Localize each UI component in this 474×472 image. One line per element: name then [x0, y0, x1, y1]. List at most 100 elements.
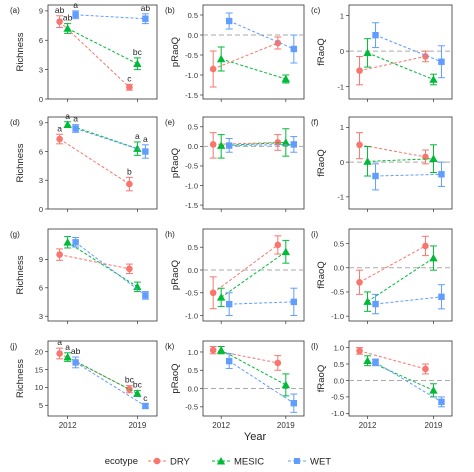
series-dry: ab	[56, 123, 133, 192]
significance-letter: bc	[125, 375, 135, 385]
significance-letter: a	[143, 134, 148, 144]
y-axis-label: pRaoQ	[170, 37, 181, 67]
significance-letter: c	[127, 73, 132, 83]
point-dry	[126, 265, 133, 273]
x-tick-label: 2012	[59, 421, 77, 430]
point-dry	[56, 18, 63, 25]
significance-letter: a	[57, 337, 62, 347]
series-wet: ab c	[71, 346, 149, 410]
y-tick-label: -1.5	[185, 91, 198, 100]
y-tick-label: 1	[340, 123, 344, 132]
series-wet	[372, 284, 445, 315]
y-tick-label: 0	[340, 158, 344, 167]
y-axis-label: fRaoQ	[316, 365, 327, 392]
series-line-wet	[375, 361, 442, 403]
y-tick-label: -1.0	[185, 71, 198, 80]
x-axis-title: Year	[244, 431, 267, 443]
y-tick-label: 0.5	[188, 11, 198, 20]
panel-label: (f)	[311, 118, 319, 127]
point-dry	[356, 67, 363, 74]
point-wet	[438, 171, 445, 178]
y-tick-label: 1.0	[188, 348, 198, 357]
panel-label: (j)	[10, 342, 17, 351]
point-wet	[72, 125, 79, 132]
y-tick-label: 0.0	[334, 264, 344, 273]
series-wet	[372, 358, 445, 408]
point-dry	[126, 180, 133, 188]
series-line-wet	[375, 173, 442, 177]
point-mesic	[63, 352, 72, 361]
point-dry	[126, 83, 133, 91]
y-tick-label: 0.0	[188, 266, 198, 275]
legend-marker-wet	[294, 458, 300, 464]
y-tick-label: 0.5	[188, 123, 198, 132]
y-axis-label: pRaoQ	[170, 260, 181, 290]
point-dry	[356, 141, 363, 149]
series-line-mesic	[367, 52, 434, 80]
point-mesic	[429, 154, 438, 162]
y-tick-label: 0	[39, 205, 43, 214]
point-wet	[438, 58, 445, 65]
significance-letter: ab	[63, 13, 73, 23]
panel-frame	[47, 340, 158, 417]
panel-label: (h)	[165, 230, 175, 239]
y-tick-label: 3	[39, 176, 43, 185]
panel-l: (l) 1.0 0.5 0.0 -0.5 -1.0 fRaoQ 2012 2019	[311, 340, 453, 430]
point-wet	[72, 359, 79, 366]
point-dry	[209, 289, 217, 297]
point-dry	[209, 65, 217, 73]
point-wet	[290, 141, 298, 148]
series-line-wet	[75, 362, 146, 407]
point-wet	[290, 298, 298, 306]
panel-label: (a)	[10, 6, 20, 15]
point-mesic	[216, 54, 226, 63]
legend-marker-mesic	[216, 457, 226, 465]
panel-frame	[47, 4, 158, 100]
series-mesic	[216, 345, 291, 397]
point-wet	[225, 17, 233, 25]
y-axis-label: Richness	[15, 32, 26, 71]
point-dry	[209, 346, 217, 354]
series-line-dry	[359, 245, 426, 283]
y-axis-label: Richness	[15, 359, 26, 398]
panel-frame	[47, 116, 158, 210]
y-axis-label: pRaoQ	[170, 148, 181, 178]
x-tick-label: 2012	[359, 421, 377, 430]
significance-letter: bc	[133, 47, 143, 57]
point-dry	[56, 135, 63, 143]
panel-h: (h) 0.5 0.0 -0.5 -1.0 pRaoQ	[165, 228, 305, 324]
panel-label: (b)	[165, 6, 175, 15]
series-wet	[225, 136, 298, 153]
panel-frame	[348, 4, 453, 100]
y-tick-label: -1.0	[185, 181, 198, 190]
point-wet	[225, 142, 233, 149]
y-tick-label: 0.0	[334, 376, 344, 385]
point-mesic	[216, 293, 226, 301]
point-dry	[422, 365, 429, 373]
y-tick-label: 0.0	[188, 31, 198, 40]
point-wet	[72, 11, 79, 18]
significance-letter: a	[65, 342, 70, 352]
series-wet	[225, 353, 298, 413]
point-mesic	[216, 141, 226, 149]
series-wet	[372, 161, 445, 191]
y-tick-label: 0.5	[334, 239, 344, 248]
point-wet	[372, 359, 379, 366]
y-tick-label: 15	[35, 365, 43, 374]
point-mesic	[429, 386, 438, 394]
point-mesic	[429, 75, 438, 83]
point-dry	[356, 347, 363, 355]
significance-letter: a	[73, 0, 78, 10]
y-tick-label: 3	[39, 65, 43, 74]
series-dry	[356, 235, 429, 295]
point-wet	[438, 293, 445, 300]
series-wet	[72, 237, 149, 300]
series-line-wet	[75, 241, 146, 296]
y-tick-label: -0.5	[185, 289, 198, 298]
point-dry	[274, 241, 282, 249]
x-tick-label: 2019	[128, 421, 146, 430]
series-line-dry	[59, 138, 130, 185]
